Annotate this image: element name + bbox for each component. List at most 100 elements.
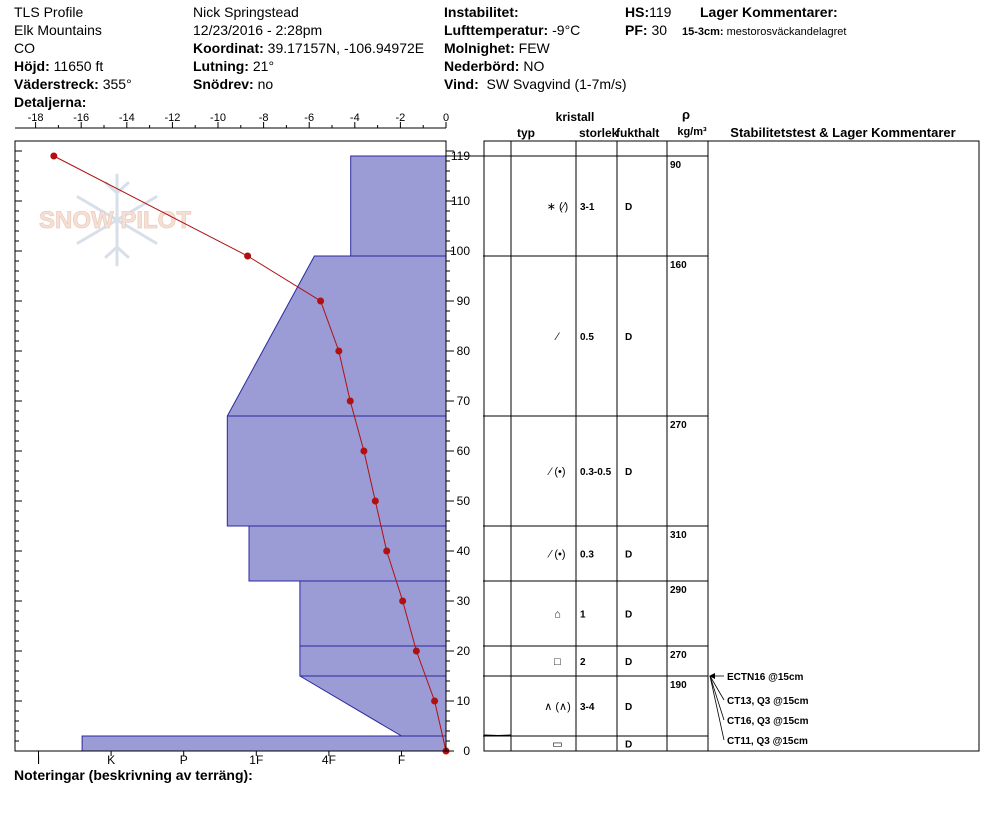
elevation-row: Höjd: 11650 ft [14, 58, 104, 74]
airtemp-row: Lufttemperatur: -9°C [444, 22, 581, 38]
depth-tick-label: 0 [463, 744, 470, 758]
density-unit-header: kg/m³ [677, 126, 707, 138]
temperature-point [431, 697, 439, 705]
temperature-point [335, 347, 343, 355]
layer-grain-type: ⁄ [554, 331, 561, 343]
layer-grain-size: 1 [580, 610, 586, 621]
precip-value: NO [523, 58, 545, 74]
layer-grain-size: 3-4 [580, 702, 595, 713]
hardness-profile [81, 155, 447, 752]
layer-moisture: D [625, 702, 632, 713]
precip-row: Nederbörd: NO [444, 58, 545, 74]
depth-tick-label: 60 [457, 444, 471, 458]
temp-tick-label: -18 [28, 112, 44, 124]
terrain-notes-label: Noteringar (beskrivning av terräng): [14, 767, 253, 783]
layer-comment-row: 15-3cm: mestorosväckandelagret [682, 23, 846, 41]
snow-profile-chart: SNOW PILOT -18 -16 -14 -12 -10 -8 -6 -4 -2 001020… [14, 107, 980, 767]
layer-grain-size: 3-1 [580, 202, 595, 213]
temperature-point [360, 447, 368, 455]
hardness-tick-label: K [107, 753, 115, 767]
layer-grain-size: 2 [580, 657, 586, 668]
temp-tick-label: 0 [443, 112, 449, 124]
temp-tick-label: -8 [259, 112, 269, 124]
depth-tick-label: 40 [457, 544, 471, 558]
pf-row: PF: 30 [625, 22, 668, 38]
stability-row: Instabilitet: [444, 4, 519, 20]
hardness-tick-label: 4F [322, 753, 336, 767]
layer-grain-size: 0.5 [580, 332, 594, 343]
layer-moisture: D [625, 550, 632, 561]
temp-tick-label: -10 [210, 112, 226, 124]
airtemp-value: -9°C [552, 22, 581, 38]
wind-value: SW Svagvind (1-7m/s) [486, 76, 627, 92]
temp-tick-label: -4 [350, 112, 360, 124]
layer-grain-type: □ [554, 656, 561, 668]
temp-tick-label: -14 [119, 112, 135, 124]
hardness-tick-label: F [398, 753, 405, 767]
temperature-point [346, 397, 354, 405]
elevation-value: 11650 ft [53, 58, 104, 74]
temp-tick-label: -16 [73, 112, 89, 124]
bottom-connector [483, 734, 512, 737]
comments-header: Stabilitetstest & Lager Kommentarer [730, 125, 955, 140]
layer-moisture: D [625, 740, 632, 751]
stability-test-label: CT11, Q3 @15cm [727, 736, 808, 747]
stability-arrowhead [709, 673, 715, 679]
rho-header: ρ [682, 107, 690, 122]
layer-boundaries [82, 255, 446, 737]
hardness-tick-label: P [180, 753, 188, 767]
temp-tick-label: -2 [396, 112, 406, 124]
observer-block: Nick Springstead 12/23/2016 - 2:28pm Koo… [193, 3, 424, 93]
temperature-point [244, 252, 252, 260]
size-header: storlek [579, 126, 619, 140]
temperature-point [371, 497, 379, 505]
wind-row: Vind: SW Svagvind (1-7m/s) [444, 76, 627, 92]
hs-row: HS:119 [625, 4, 672, 20]
cloud-row: Molnighet: FEW [444, 40, 550, 56]
stability-test-label: CT16, Q3 @15cm [727, 716, 809, 727]
table-headers: kristall typ storlek fukthalt ρ kg/m³ St… [517, 107, 956, 140]
layer-table: ∗ (⁄) 3-1 D 90 ⁄ 0.5 D 160 ⁄ (•) 0.3-0.5 D 270 ⁄ (•)… [483, 140, 980, 752]
depth-tick-label: 80 [457, 344, 471, 358]
temperature-line [53, 155, 447, 752]
details-label: Detaljerna: [14, 94, 87, 110]
profile-name: TLS Profile [14, 4, 84, 20]
depth-tick-label: 20 [457, 644, 471, 658]
coord-value: 39.17157N, -106.94972E [267, 40, 425, 56]
layer-density: 270 [670, 420, 687, 431]
snowflake-icon [76, 173, 158, 267]
temperature-point [383, 547, 391, 555]
axes: -18 -16 -14 -12 -10 -8 -6 -4 -2 0 0 10 20 30 40 50 60 70 8… [14, 112, 483, 767]
temperature-point [317, 297, 325, 305]
depth-tick-label: 110 [451, 194, 470, 208]
type-header: typ [517, 126, 535, 140]
aspect-row: Väderstreck: 355° [14, 76, 132, 92]
drift-row: Snödrev: no [193, 76, 274, 92]
watermark-text: SNOW PILOT [39, 207, 191, 234]
layer-grain-type: ∗ (⁄) [547, 201, 568, 213]
depth-tick-label: 90 [457, 294, 471, 308]
layer-grain-type: ▭ [552, 739, 562, 751]
stability-test-label: CT13, Q3 @15cm [727, 696, 809, 707]
layer-grain-type: ⁄ (•) [546, 549, 565, 561]
hardness-area [81, 155, 447, 752]
crystal-header: kristall [556, 110, 595, 124]
layer-moisture: D [625, 610, 632, 621]
temperature-point [50, 152, 58, 160]
layer-density: 290 [670, 585, 687, 596]
pf-value: 30 [651, 22, 668, 38]
layer-comments-block: Lager Kommentarer: [700, 3, 838, 21]
layer-moisture: D [625, 467, 632, 478]
depth-tick-label: 10 [457, 694, 471, 708]
temperature-profile [50, 152, 450, 755]
layer-grain-type: ⁄ (•) [546, 466, 565, 478]
moisture-header: fukthalt [616, 126, 659, 140]
observer-name: Nick Springstead [193, 4, 299, 20]
table-frame [483, 140, 980, 752]
hs-pf-block: HS:119 PF: 30 [625, 3, 671, 39]
cloud-value: FEW [518, 40, 550, 56]
layer-moisture: D [625, 332, 632, 343]
layer-grain-type: ∧ (∧) [544, 701, 571, 713]
stability-test-label: ECTN16 @15cm [727, 672, 804, 683]
slope-row: Lutning: 21° [193, 58, 275, 74]
